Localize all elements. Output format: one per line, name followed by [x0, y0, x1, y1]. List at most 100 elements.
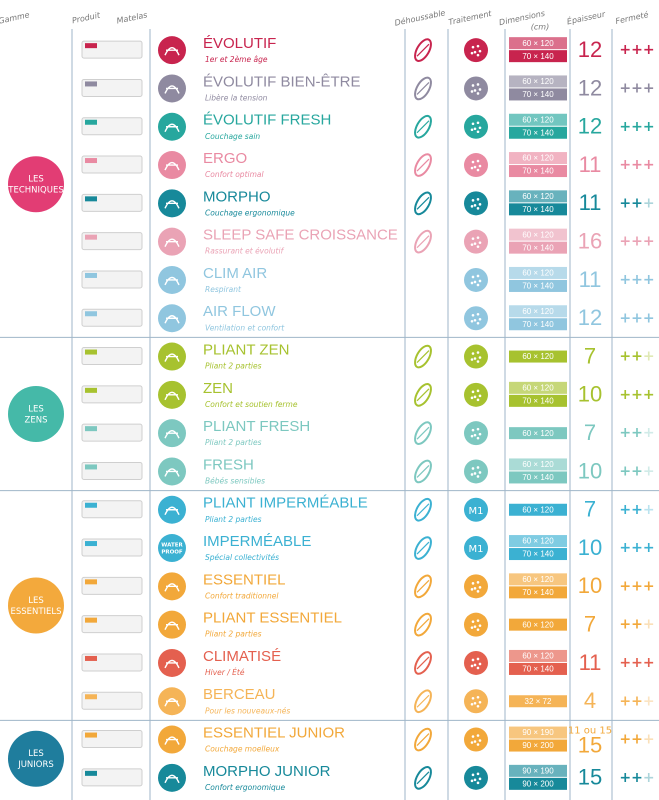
treatment-dot: [470, 51, 474, 55]
firmness: +++: [619, 655, 654, 671]
dimension-text: 70 × 140: [522, 588, 554, 597]
group-label: ESSENTIELS: [10, 607, 61, 617]
dehoussable-zip: [416, 465, 430, 478]
firmness-on: +++: [619, 42, 654, 58]
treatment-dot: [476, 53, 480, 57]
dehoussable-zip: [416, 503, 430, 517]
firmness-on: +++: [619, 310, 654, 326]
dehoussable-icon: [414, 766, 432, 790]
dimension-pill: [509, 764, 567, 777]
treatment-dot: [476, 83, 480, 86]
firmness-on: ++: [619, 195, 642, 211]
thickness: 4: [584, 688, 596, 713]
firmness-on: +++: [619, 578, 654, 594]
dehoussable-icon: [414, 114, 432, 139]
product-name: ÉVOLUTIF FRESH: [203, 112, 331, 129]
firmness-off: +: [643, 195, 655, 211]
column-header: Déhoussable: [394, 7, 447, 28]
treatment-dot: [471, 735, 475, 738]
dehoussable-icon: [414, 497, 432, 522]
product-subtitle: Pliant 2 parties: [205, 630, 262, 639]
treatment-dot: [473, 395, 477, 399]
firmness-on: +++: [619, 234, 654, 250]
treatment-icon: [464, 574, 488, 599]
firmness-on: +++: [619, 655, 654, 671]
dimension-pill: [509, 535, 567, 548]
dimension-text: 60 × 120: [522, 652, 554, 661]
firmness-off: +: [643, 770, 655, 786]
product-tag: [85, 196, 97, 202]
product-subtitle: Pliant 2 parties: [205, 438, 262, 447]
dimension-text: 70 × 140: [522, 320, 554, 329]
product-tag: [85, 81, 97, 87]
treatment-dot: [476, 236, 480, 239]
product-subtitle: Couchage moelleux: [205, 745, 280, 754]
dimension-text: 60 × 120: [522, 307, 554, 316]
firmness: +++: [619, 732, 654, 748]
treatment-icon: [464, 536, 488, 561]
treatment-icon: [464, 421, 488, 446]
treatment-dot: [478, 88, 482, 91]
thickness: 10: [578, 458, 602, 483]
treatment-dot: [473, 625, 477, 628]
treatment-dot: [471, 352, 475, 355]
treatment-dot: [473, 472, 477, 475]
dimension-pill: [509, 739, 567, 752]
dimension-pill: [509, 649, 567, 662]
dimension-text: 60 × 120: [522, 620, 554, 629]
treatment-dot: [471, 237, 475, 240]
icon-glyph: [164, 468, 180, 477]
dehoussable-zip: [416, 694, 430, 708]
product-subtitle: Confort ergonomique: [205, 783, 286, 792]
product-name: ÉVOLUTIF BIEN-ÊTRE: [203, 73, 361, 90]
dehoussable-icon: [414, 421, 432, 445]
dehoussable-icon: [414, 229, 432, 254]
treatment-dot: [476, 772, 480, 776]
product-tag: [85, 387, 97, 393]
dehoussable-zip: [416, 733, 430, 746]
dimension-text: 60 × 120: [522, 575, 554, 584]
treatment-dot: [471, 199, 475, 202]
thickness: 7: [584, 420, 596, 445]
treatment-dot: [473, 89, 477, 92]
treatment-icon: [464, 765, 488, 790]
treatment-dot: [478, 126, 482, 130]
firmness-on: +++: [619, 119, 654, 135]
group-label: LES: [28, 749, 44, 759]
dimension-pill: [509, 203, 567, 216]
treatment-dot: [476, 781, 480, 785]
treatment-icon: [464, 497, 488, 522]
firmness-off: +: [643, 693, 655, 709]
product-icon: [158, 534, 186, 563]
thickness-note: 11 ou 15: [568, 726, 612, 737]
treatment-dot: [473, 204, 477, 207]
treatment-dot: [470, 396, 474, 400]
treatment-dot: [473, 587, 477, 590]
dimension-text: 90 × 190: [522, 766, 554, 775]
dimension-text: 70 × 140: [522, 550, 554, 559]
product-tag: [85, 617, 97, 623]
product-tag: [85, 655, 97, 661]
treatment-dot: [476, 44, 480, 48]
treatment-dot: [471, 773, 475, 777]
dehoussable-zip: [416, 120, 430, 134]
dimension-text: 60 × 120: [522, 39, 554, 48]
thickness: 16: [578, 228, 602, 253]
treatment-icon: [464, 38, 488, 63]
thickness: 10: [578, 573, 602, 598]
product-subtitle: Ventilation et confort: [205, 323, 285, 332]
treatment-dot: [471, 275, 475, 279]
group-label: LES: [28, 175, 44, 185]
column-header: Produit: [71, 10, 102, 25]
treatment-dot: [471, 160, 475, 164]
treatment-dot: [476, 475, 480, 478]
firmness: +++: [619, 617, 654, 633]
treatment-dot: [476, 619, 480, 622]
treatment-dot: [476, 704, 480, 708]
icon-glyph: [164, 659, 180, 669]
product-tag: [85, 272, 97, 278]
dimension-text: 70 × 140: [522, 396, 554, 405]
treatment-dot: [478, 432, 482, 436]
treatment-dot: [470, 243, 474, 246]
thickness: 7: [584, 343, 596, 368]
